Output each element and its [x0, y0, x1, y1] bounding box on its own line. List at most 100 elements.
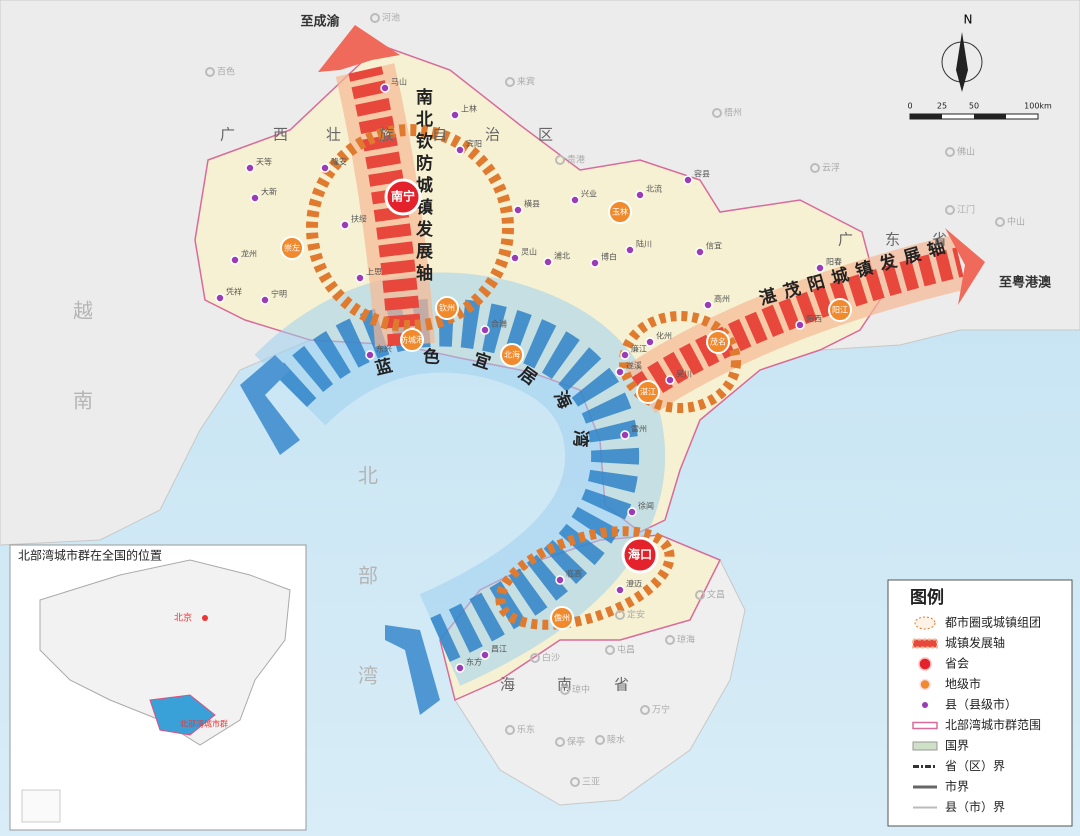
city-label: 钦州 [439, 303, 455, 313]
county-label: 东方 [466, 657, 482, 667]
county-label: 徐闻 [638, 501, 654, 511]
place-label: 贵港 [567, 154, 585, 166]
city-label: 北海 [504, 350, 520, 360]
scale-label: 100km [1024, 102, 1052, 111]
place-dot [555, 155, 565, 165]
axis-arrow [318, 25, 400, 72]
county-dot [365, 350, 375, 360]
county-dot [620, 430, 630, 440]
city-label: 湛江 [640, 388, 656, 397]
city-marker [280, 236, 304, 260]
legend-label: 省会 [945, 657, 969, 671]
inset-title: 北部湾城市群在全国的位置 [18, 548, 162, 563]
county-label: 灵山 [521, 247, 537, 257]
place-label: 百色 [217, 66, 235, 78]
place-label: 河池 [382, 12, 400, 24]
capital-label: 南宁 [391, 189, 415, 204]
city-label: 阳江 [832, 306, 848, 315]
county-label: 澄迈 [626, 579, 642, 589]
county-dot [627, 507, 637, 517]
place-dot [505, 77, 515, 87]
place-label: 江门 [957, 204, 975, 216]
metro-ring [306, 124, 514, 332]
place-label: 陵水 [607, 734, 625, 746]
county-dot [570, 195, 580, 205]
county-label: 化州 [656, 331, 672, 341]
capital-marker [384, 178, 422, 216]
legend-label: 县（市）界 [945, 799, 1005, 814]
county-dot [510, 253, 520, 263]
county-label: 阳西 [806, 315, 822, 324]
metro-ring [619, 311, 741, 413]
place-label: 保亭 [567, 736, 585, 748]
county-dot [555, 575, 565, 585]
place-dot [560, 685, 570, 695]
county-dot [635, 190, 645, 200]
county-label: 扶绥 [351, 214, 367, 224]
capital-marker [621, 536, 659, 574]
place-label: 来宾 [517, 76, 535, 88]
county-dot [815, 263, 825, 273]
county-dot [355, 273, 365, 283]
county-dot [340, 220, 350, 230]
county-label: 昌江 [491, 645, 507, 654]
place-dot [712, 108, 722, 118]
city-marker [550, 606, 574, 630]
county-label: 博白 [601, 252, 617, 262]
scale-label: 25 [937, 102, 947, 111]
county-label: 东兴 [376, 344, 392, 354]
county-label: 宾阳 [466, 139, 482, 149]
place-label: 白沙 [542, 652, 560, 664]
metro-ring [495, 526, 675, 630]
region-label: 北部湾 [355, 465, 379, 765]
place-dot [665, 635, 675, 645]
place-label: 琼海 [677, 634, 695, 646]
capital-label: 海口 [628, 547, 652, 562]
bay-arrow [240, 355, 300, 455]
county-label: 雷州 [631, 425, 647, 434]
county-label: 吴川 [676, 370, 692, 379]
place-dot [505, 725, 515, 735]
legend-title: 图例 [910, 587, 944, 608]
place-dot [205, 67, 215, 77]
city-label: 茂名 [710, 337, 726, 347]
county-label: 上林 [461, 104, 477, 114]
place-dot [370, 13, 380, 23]
county-label: 廉江 [631, 344, 647, 354]
city-marker [435, 296, 459, 320]
region-label: 海南省 [500, 676, 671, 694]
county-dot [625, 245, 635, 255]
place-dot [555, 737, 565, 747]
county-label: 临高 [566, 569, 582, 579]
county-dot [215, 293, 225, 303]
county-label: 宁明 [271, 289, 287, 299]
place-label: 中山 [1007, 216, 1025, 228]
place-dot [615, 610, 625, 620]
county-dot [480, 650, 490, 660]
scale-label: 50 [969, 102, 979, 111]
county-label: 阳春 [826, 257, 842, 267]
legend-label: 都市圈或城镇组团 [945, 615, 1041, 630]
legend-label: 国界 [945, 739, 969, 753]
city-marker [500, 343, 524, 367]
city-marker [636, 380, 660, 404]
inset-label: 北京 [174, 612, 192, 624]
inset-label: 北部湾城市群 [180, 719, 228, 729]
place-dot [595, 735, 605, 745]
axis-stripes [348, 66, 422, 347]
place-dot [810, 163, 820, 173]
compass: N [941, 13, 983, 92]
bay-stripes [273, 298, 640, 662]
place-label: 乐东 [517, 724, 535, 736]
place-label: 屯昌 [617, 644, 635, 656]
place-dot [945, 205, 955, 215]
legend-icon [912, 721, 938, 730]
place-dot [640, 705, 650, 715]
legend-icon [912, 741, 938, 751]
county-dot [455, 145, 465, 155]
county-dot [543, 257, 553, 267]
place-label: 三亚 [582, 777, 600, 788]
county-label: 合浦 [491, 319, 507, 329]
axis-label: 南北钦防城镇发展轴 [412, 87, 434, 286]
legend-icon [922, 702, 928, 708]
